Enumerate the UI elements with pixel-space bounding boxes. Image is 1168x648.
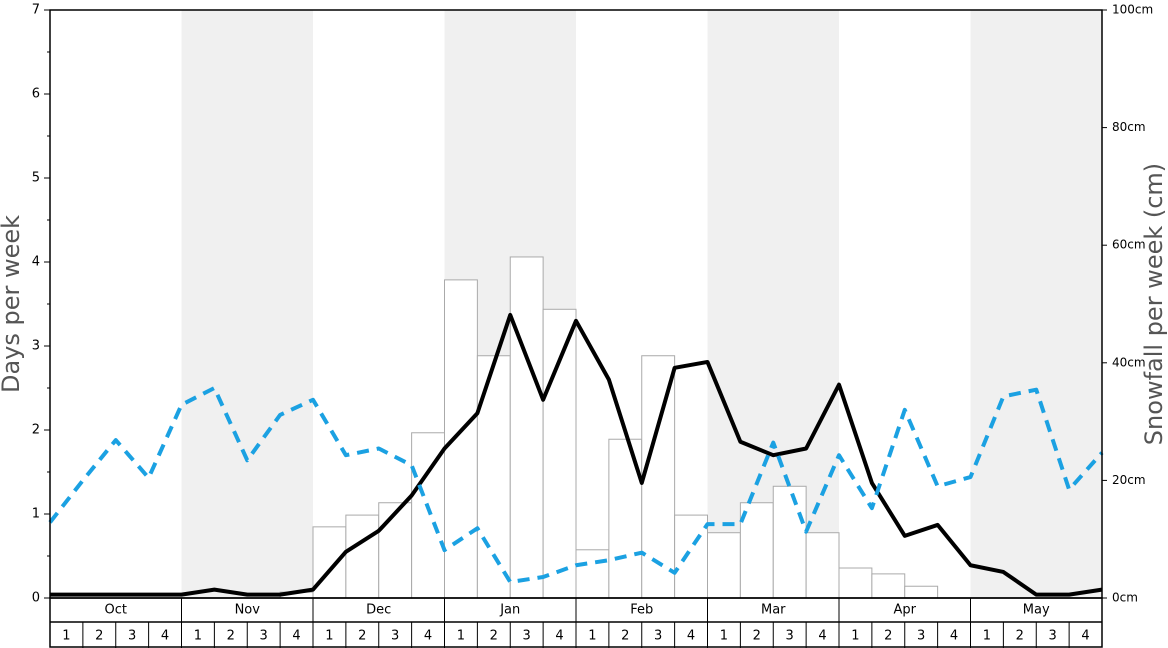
snow-bar	[641, 355, 676, 599]
week-label: 2	[621, 629, 629, 644]
week-label: 4	[161, 629, 169, 644]
week-label: 1	[325, 629, 333, 644]
snow-bar	[312, 526, 347, 599]
month-label: Apr	[894, 603, 917, 618]
week-label: 1	[457, 629, 465, 644]
week-label: 3	[128, 629, 136, 644]
snow-bar	[575, 549, 610, 599]
week-label: 1	[194, 629, 202, 644]
snow-bar	[904, 585, 939, 599]
y-tick-label: 7	[32, 3, 40, 18]
week-label: 4	[555, 629, 563, 644]
snow-bar	[805, 532, 840, 599]
month-label: May	[1023, 603, 1050, 618]
y2-tick-label: 60cm	[1112, 238, 1146, 252]
y2-tick-label: 0cm	[1112, 591, 1138, 605]
y-tick-label: 5	[32, 171, 40, 186]
y2-tick-label: 80cm	[1112, 120, 1146, 134]
week-label: 3	[523, 629, 531, 644]
y-tick-label: 4	[32, 255, 40, 270]
week-label: 4	[818, 629, 826, 644]
y2-tick-label: 40cm	[1112, 355, 1146, 369]
week-label: 4	[1081, 629, 1089, 644]
month-label: Jan	[499, 603, 520, 618]
snow-bar	[542, 308, 577, 599]
week-label: 3	[260, 629, 268, 644]
week-label: 2	[490, 629, 498, 644]
snow-bar	[509, 256, 544, 599]
week-label: 3	[1049, 629, 1057, 644]
month-shade	[181, 10, 313, 598]
week-label: 3	[654, 629, 662, 644]
month-label: Dec	[366, 603, 391, 618]
y-tick-label: 0	[32, 591, 40, 606]
month-label: Oct	[105, 603, 127, 618]
week-label: 1	[588, 629, 596, 644]
month-shade	[970, 10, 1102, 598]
week-label: 2	[95, 629, 103, 644]
month-label: Nov	[235, 603, 261, 618]
y-axis-label: Days per week	[0, 215, 25, 393]
week-label: 1	[720, 629, 728, 644]
week-label: 2	[753, 629, 761, 644]
snow-bar	[707, 532, 741, 599]
snow-bar	[871, 573, 906, 599]
snow-bar	[838, 567, 873, 599]
snow-bar	[674, 514, 708, 599]
week-label: 4	[292, 629, 300, 644]
week-label: 2	[884, 629, 892, 644]
week-label: 4	[687, 629, 695, 644]
y-tick-label: 6	[32, 87, 40, 102]
week-label: 4	[950, 629, 958, 644]
week-label: 3	[917, 629, 925, 644]
y-tick-label: 2	[32, 423, 40, 438]
week-label: 1	[983, 629, 991, 644]
snow-bar	[444, 279, 478, 599]
month-label: Mar	[761, 603, 786, 618]
month-label: Feb	[630, 603, 653, 618]
week-label: 3	[391, 629, 399, 644]
y-tick-label: 3	[32, 339, 40, 354]
week-label: 2	[227, 629, 235, 644]
week-label: 2	[358, 629, 366, 644]
snow-bar	[378, 502, 413, 599]
days-line	[50, 312, 1103, 597]
snow-bar	[476, 355, 511, 599]
y2-tick-label: 100cm	[1112, 3, 1153, 17]
y2-axis-label: Snowfall per week (cm)	[1140, 163, 1168, 445]
y2-tick-label: 20cm	[1112, 473, 1146, 487]
week-label: 3	[786, 629, 794, 644]
y-tick-label: 1	[32, 507, 40, 522]
week-label: 1	[851, 629, 859, 644]
week-label: 4	[424, 629, 432, 644]
snow-bar	[772, 485, 807, 599]
snow-bar	[345, 514, 380, 599]
week-label: 2	[1016, 629, 1024, 644]
week-label: 1	[62, 629, 70, 644]
days-line	[48, 386, 1104, 585]
